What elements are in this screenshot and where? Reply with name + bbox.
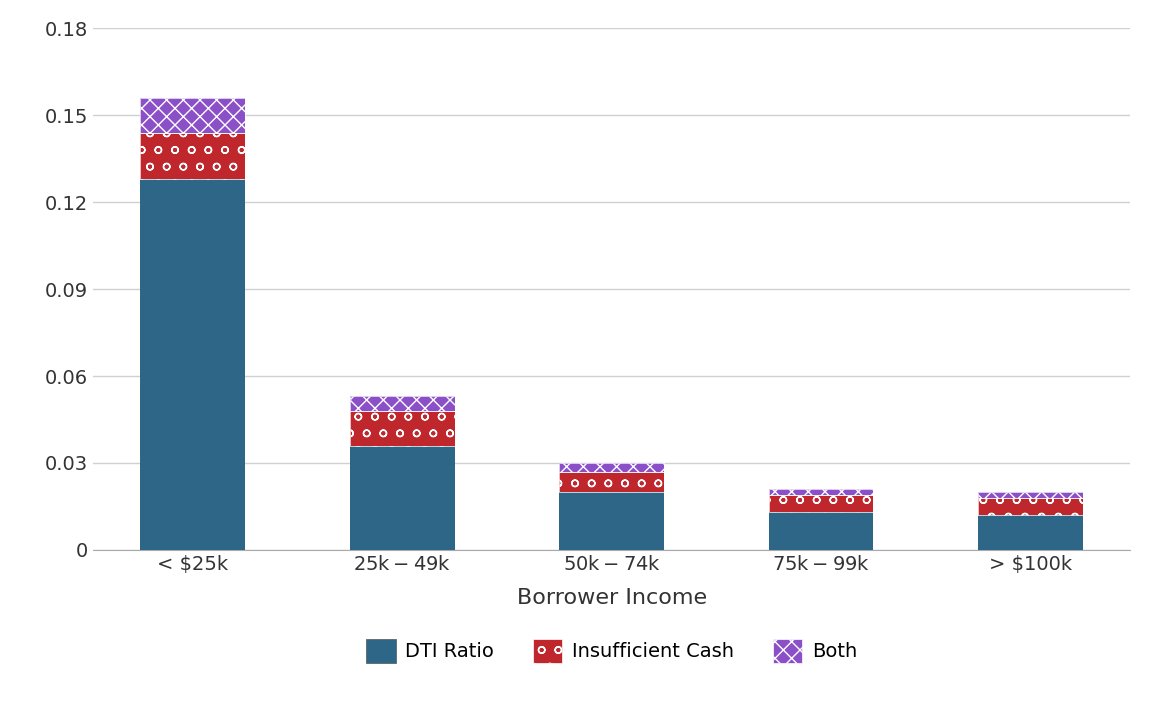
- Bar: [140, 133, 245, 179]
- Bar: [140, 179, 245, 550]
- Bar: [769, 495, 874, 513]
- Legend: DTI Ratio, Insufficient Cash, Both: DTI Ratio, Insufficient Cash, Both: [359, 631, 864, 670]
- Bar: [979, 498, 1083, 515]
- Bar: [350, 446, 454, 550]
- X-axis label: Borrower Income: Borrower Income: [516, 588, 707, 608]
- Bar: [559, 492, 664, 550]
- Bar: [350, 411, 454, 446]
- Bar: [769, 495, 874, 513]
- Bar: [769, 489, 874, 495]
- Bar: [979, 492, 1083, 498]
- Bar: [559, 472, 664, 492]
- Bar: [979, 515, 1083, 550]
- Bar: [979, 492, 1083, 498]
- Bar: [559, 472, 664, 492]
- Bar: [140, 133, 245, 179]
- Bar: [559, 463, 664, 472]
- Bar: [350, 396, 454, 411]
- Bar: [769, 513, 874, 550]
- Bar: [559, 463, 664, 472]
- Bar: [350, 396, 454, 411]
- Bar: [140, 98, 245, 133]
- Bar: [350, 411, 454, 446]
- Bar: [140, 98, 245, 133]
- Bar: [979, 498, 1083, 515]
- Bar: [769, 489, 874, 495]
